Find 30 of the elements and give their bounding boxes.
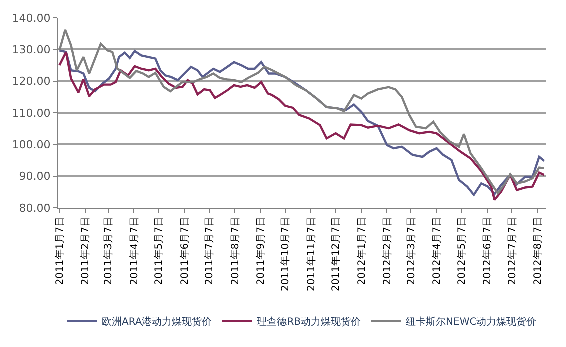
x-tick-label: 2012年7月7日 — [506, 217, 518, 286]
x-tick-label: 2011年3月7日 — [102, 217, 115, 286]
x-tick-label: 2011年12月7日 — [330, 217, 342, 292]
y-tick-label: 140.00 — [12, 12, 51, 25]
x-tick-label: 2011年4月7日 — [128, 217, 140, 286]
x-tick-label: 2011年9月7日 — [254, 217, 267, 286]
x-tick-label: 2011年10月7日 — [280, 217, 292, 292]
y-tick-label: 100.00 — [12, 138, 51, 152]
x-tick-label: 2012年3月7日 — [405, 217, 418, 286]
legend-label: 欧洲ARA港动力煤现货价 — [102, 316, 212, 328]
legend-label: 纽卡斯尔NEWC动力煤现货价 — [406, 316, 537, 328]
x-tick-label: 2012年1月7日 — [356, 217, 368, 286]
x-tick-label: 2012年8月7日 — [532, 217, 544, 286]
x-tick-label: 2012年4月7日 — [431, 217, 444, 286]
y-tick-label: 120.00 — [12, 75, 51, 88]
legend-label: 理查德RB动力煤现货价 — [257, 316, 362, 328]
x-tick-label: 2011年11月7日 — [305, 217, 318, 292]
y-tick-label: 90.00 — [19, 170, 51, 184]
y-tick-label: 130.00 — [12, 44, 51, 57]
x-tick-label: 2011年1月7日 — [54, 217, 66, 286]
x-tick-label: 2011年8月7日 — [229, 217, 242, 286]
y-tick-label: 80.00 — [19, 202, 51, 215]
x-tick-label: 2011年5月7日 — [153, 217, 166, 286]
x-tick-label: 2012年6月7日 — [482, 217, 494, 286]
y-tick-label: 110.00 — [12, 106, 51, 120]
x-tick-label: 2011年7月7日 — [204, 217, 216, 286]
x-tick-label: 2012年5月7日 — [456, 217, 468, 286]
x-tick-label: 2011年6月7日 — [178, 217, 191, 286]
x-tick-label: 2011年2月7日 — [80, 217, 92, 286]
x-tick-label: 2012年2月7日 — [381, 217, 394, 286]
